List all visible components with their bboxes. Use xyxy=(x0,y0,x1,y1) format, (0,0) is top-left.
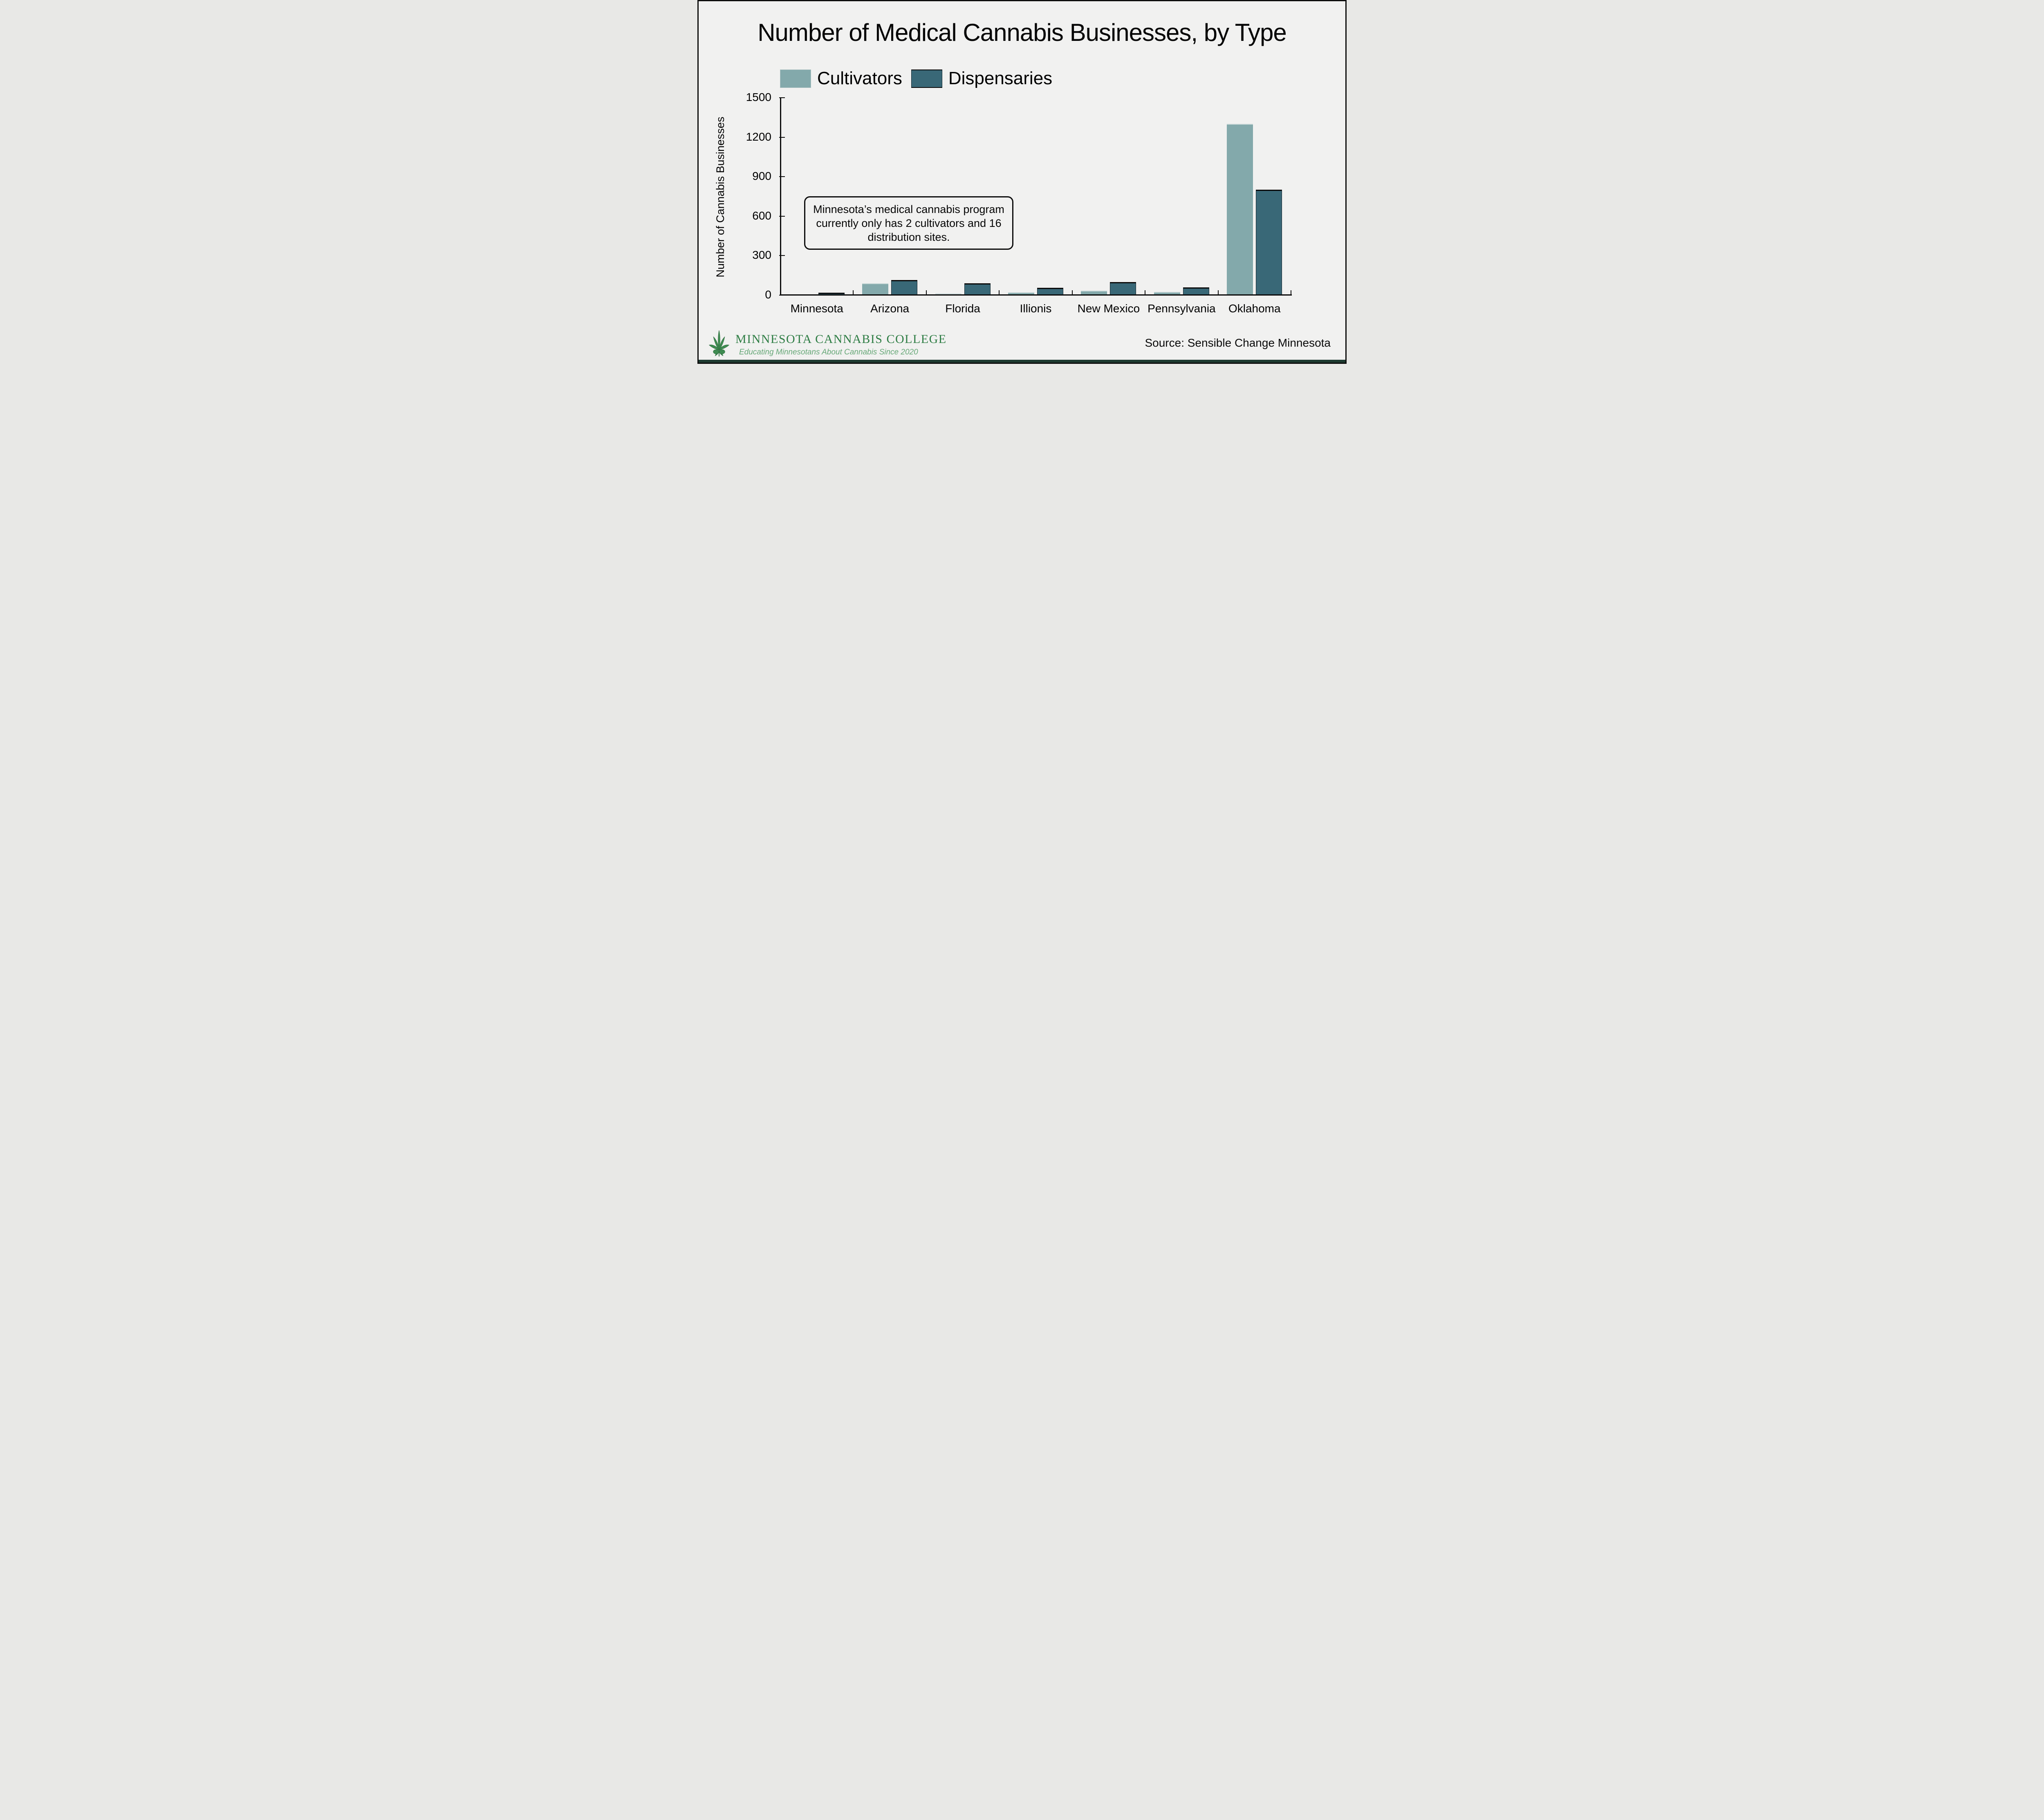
source-attribution: Source: Sensible Change Minnesota xyxy=(1145,336,1331,349)
y-tick-label-0: 0 xyxy=(765,288,771,301)
y-tick-label-600: 600 xyxy=(752,209,771,222)
infographic-canvas: Number of Medical Cannabis Businesses, b… xyxy=(697,0,1347,364)
x-axis-label-florida: Florida xyxy=(945,302,980,315)
bottom-accent-strip xyxy=(699,360,1345,363)
x-tick-mark-3 xyxy=(999,290,1000,295)
bar-illionis-cultivators xyxy=(1008,292,1034,295)
y-axis-line xyxy=(780,98,781,296)
y-tick-mark-600 xyxy=(779,215,785,217)
bar-florida-dispensaries xyxy=(964,283,991,295)
x-axis-line xyxy=(780,294,1292,296)
bar-new-mexico-cultivators xyxy=(1081,290,1107,295)
legend-label-dispensaries: Dispensaries xyxy=(948,68,1053,88)
x-tick-mark-4 xyxy=(1071,290,1073,295)
legend: Cultivators Dispensaries xyxy=(780,68,1052,89)
org-name: MINNESOTA CANNABIS COLLEGE xyxy=(735,332,947,346)
cannabis-leaf-logo-icon xyxy=(708,330,730,356)
x-tick-mark-6 xyxy=(1217,290,1219,295)
y-tick-label-300: 300 xyxy=(752,249,771,261)
bar-arizona-cultivators xyxy=(862,283,889,295)
x-axis-label-oklahoma: Oklahoma xyxy=(1228,302,1281,315)
y-tick-label-900: 900 xyxy=(752,170,771,182)
bar-arizona-dispensaries xyxy=(891,280,918,295)
legend-label-cultivators: Cultivators xyxy=(817,68,902,88)
annotation-callout: Minnesota’s medical cannabis program cur… xyxy=(804,196,1013,250)
bar-illionis-dispensaries xyxy=(1037,288,1063,295)
annotation-text: Minnesota’s medical cannabis program cur… xyxy=(813,203,1004,243)
y-tick-mark-900 xyxy=(779,176,785,177)
legend-swatch-cultivators xyxy=(780,69,811,88)
x-axis-label-pennsylvania: Pennsylvania xyxy=(1148,302,1216,315)
legend-swatch-dispensaries xyxy=(911,69,942,88)
x-axis-label-illionis: Illionis xyxy=(1020,302,1052,315)
bar-pennsylvania-cultivators xyxy=(1154,292,1180,295)
x-tick-mark-2 xyxy=(926,290,927,295)
bar-florida-cultivators xyxy=(935,293,961,295)
x-tick-mark-1 xyxy=(853,290,854,295)
y-tick-mark-1500 xyxy=(779,97,785,98)
bar-oklahoma-dispensaries xyxy=(1256,190,1282,295)
bar-new-mexico-dispensaries xyxy=(1110,282,1136,295)
y-tick-mark-1200 xyxy=(779,137,785,138)
bar-oklahoma-cultivators xyxy=(1227,124,1253,295)
bar-pennsylvania-dispensaries xyxy=(1183,287,1209,295)
x-axis-label-arizona: Arizona xyxy=(870,302,910,315)
org-tagline: Educating Minnesotans About Cannabis Sin… xyxy=(739,348,918,356)
y-tick-mark-300 xyxy=(779,255,785,256)
x-axis-label-new-mexico: New Mexico xyxy=(1077,302,1140,315)
y-tick-label-1200: 1200 xyxy=(746,130,771,143)
x-axis-label-minnesota: Minnesota xyxy=(790,302,843,315)
y-tick-label-1500: 1500 xyxy=(746,91,771,103)
chart-title: Number of Medical Cannabis Businesses, b… xyxy=(758,19,1287,46)
